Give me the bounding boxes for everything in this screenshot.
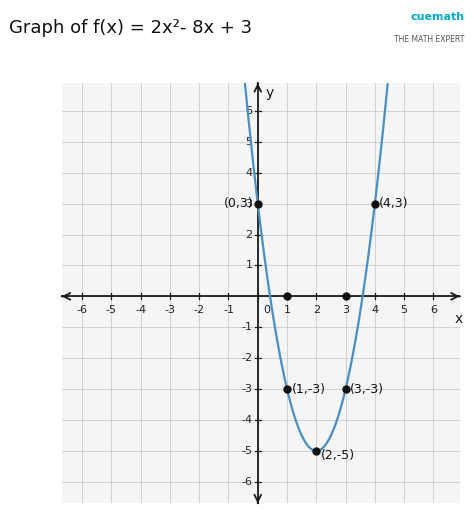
Text: 2: 2: [246, 229, 253, 239]
Text: (3,-3): (3,-3): [350, 383, 384, 395]
Text: -2: -2: [241, 353, 253, 363]
Text: 4: 4: [246, 168, 253, 177]
Text: -3: -3: [164, 305, 175, 315]
Text: -5: -5: [106, 305, 117, 315]
Text: (4,3): (4,3): [379, 197, 409, 210]
Text: 1: 1: [283, 305, 291, 315]
Text: 1: 1: [246, 261, 253, 270]
Text: -1: -1: [241, 322, 253, 332]
Text: 2: 2: [313, 305, 320, 315]
Text: -6: -6: [77, 305, 88, 315]
Text: 6: 6: [430, 305, 437, 315]
Text: 4: 4: [371, 305, 378, 315]
Text: 5: 5: [246, 137, 253, 147]
Text: 0: 0: [263, 305, 270, 315]
Text: -3: -3: [241, 384, 253, 394]
Text: THE MATH EXPERT: THE MATH EXPERT: [394, 35, 465, 44]
Text: -4: -4: [135, 305, 146, 315]
Text: 3: 3: [246, 199, 253, 209]
Text: (0,3): (0,3): [224, 197, 254, 210]
Text: Graph of f(x) = 2x²- 8x + 3: Graph of f(x) = 2x²- 8x + 3: [9, 19, 253, 37]
Text: 6: 6: [246, 106, 253, 116]
Text: 5: 5: [401, 305, 408, 315]
Text: -6: -6: [241, 477, 253, 487]
Text: 3: 3: [342, 305, 349, 315]
Text: (2,-5): (2,-5): [321, 449, 355, 462]
Text: cuemath: cuemath: [410, 12, 465, 22]
Text: x: x: [454, 312, 463, 326]
Text: -2: -2: [194, 305, 205, 315]
Text: -1: -1: [223, 305, 234, 315]
Text: -5: -5: [241, 446, 253, 456]
Text: y: y: [265, 86, 273, 100]
Text: (1,-3): (1,-3): [292, 383, 326, 395]
Text: -4: -4: [241, 415, 253, 425]
